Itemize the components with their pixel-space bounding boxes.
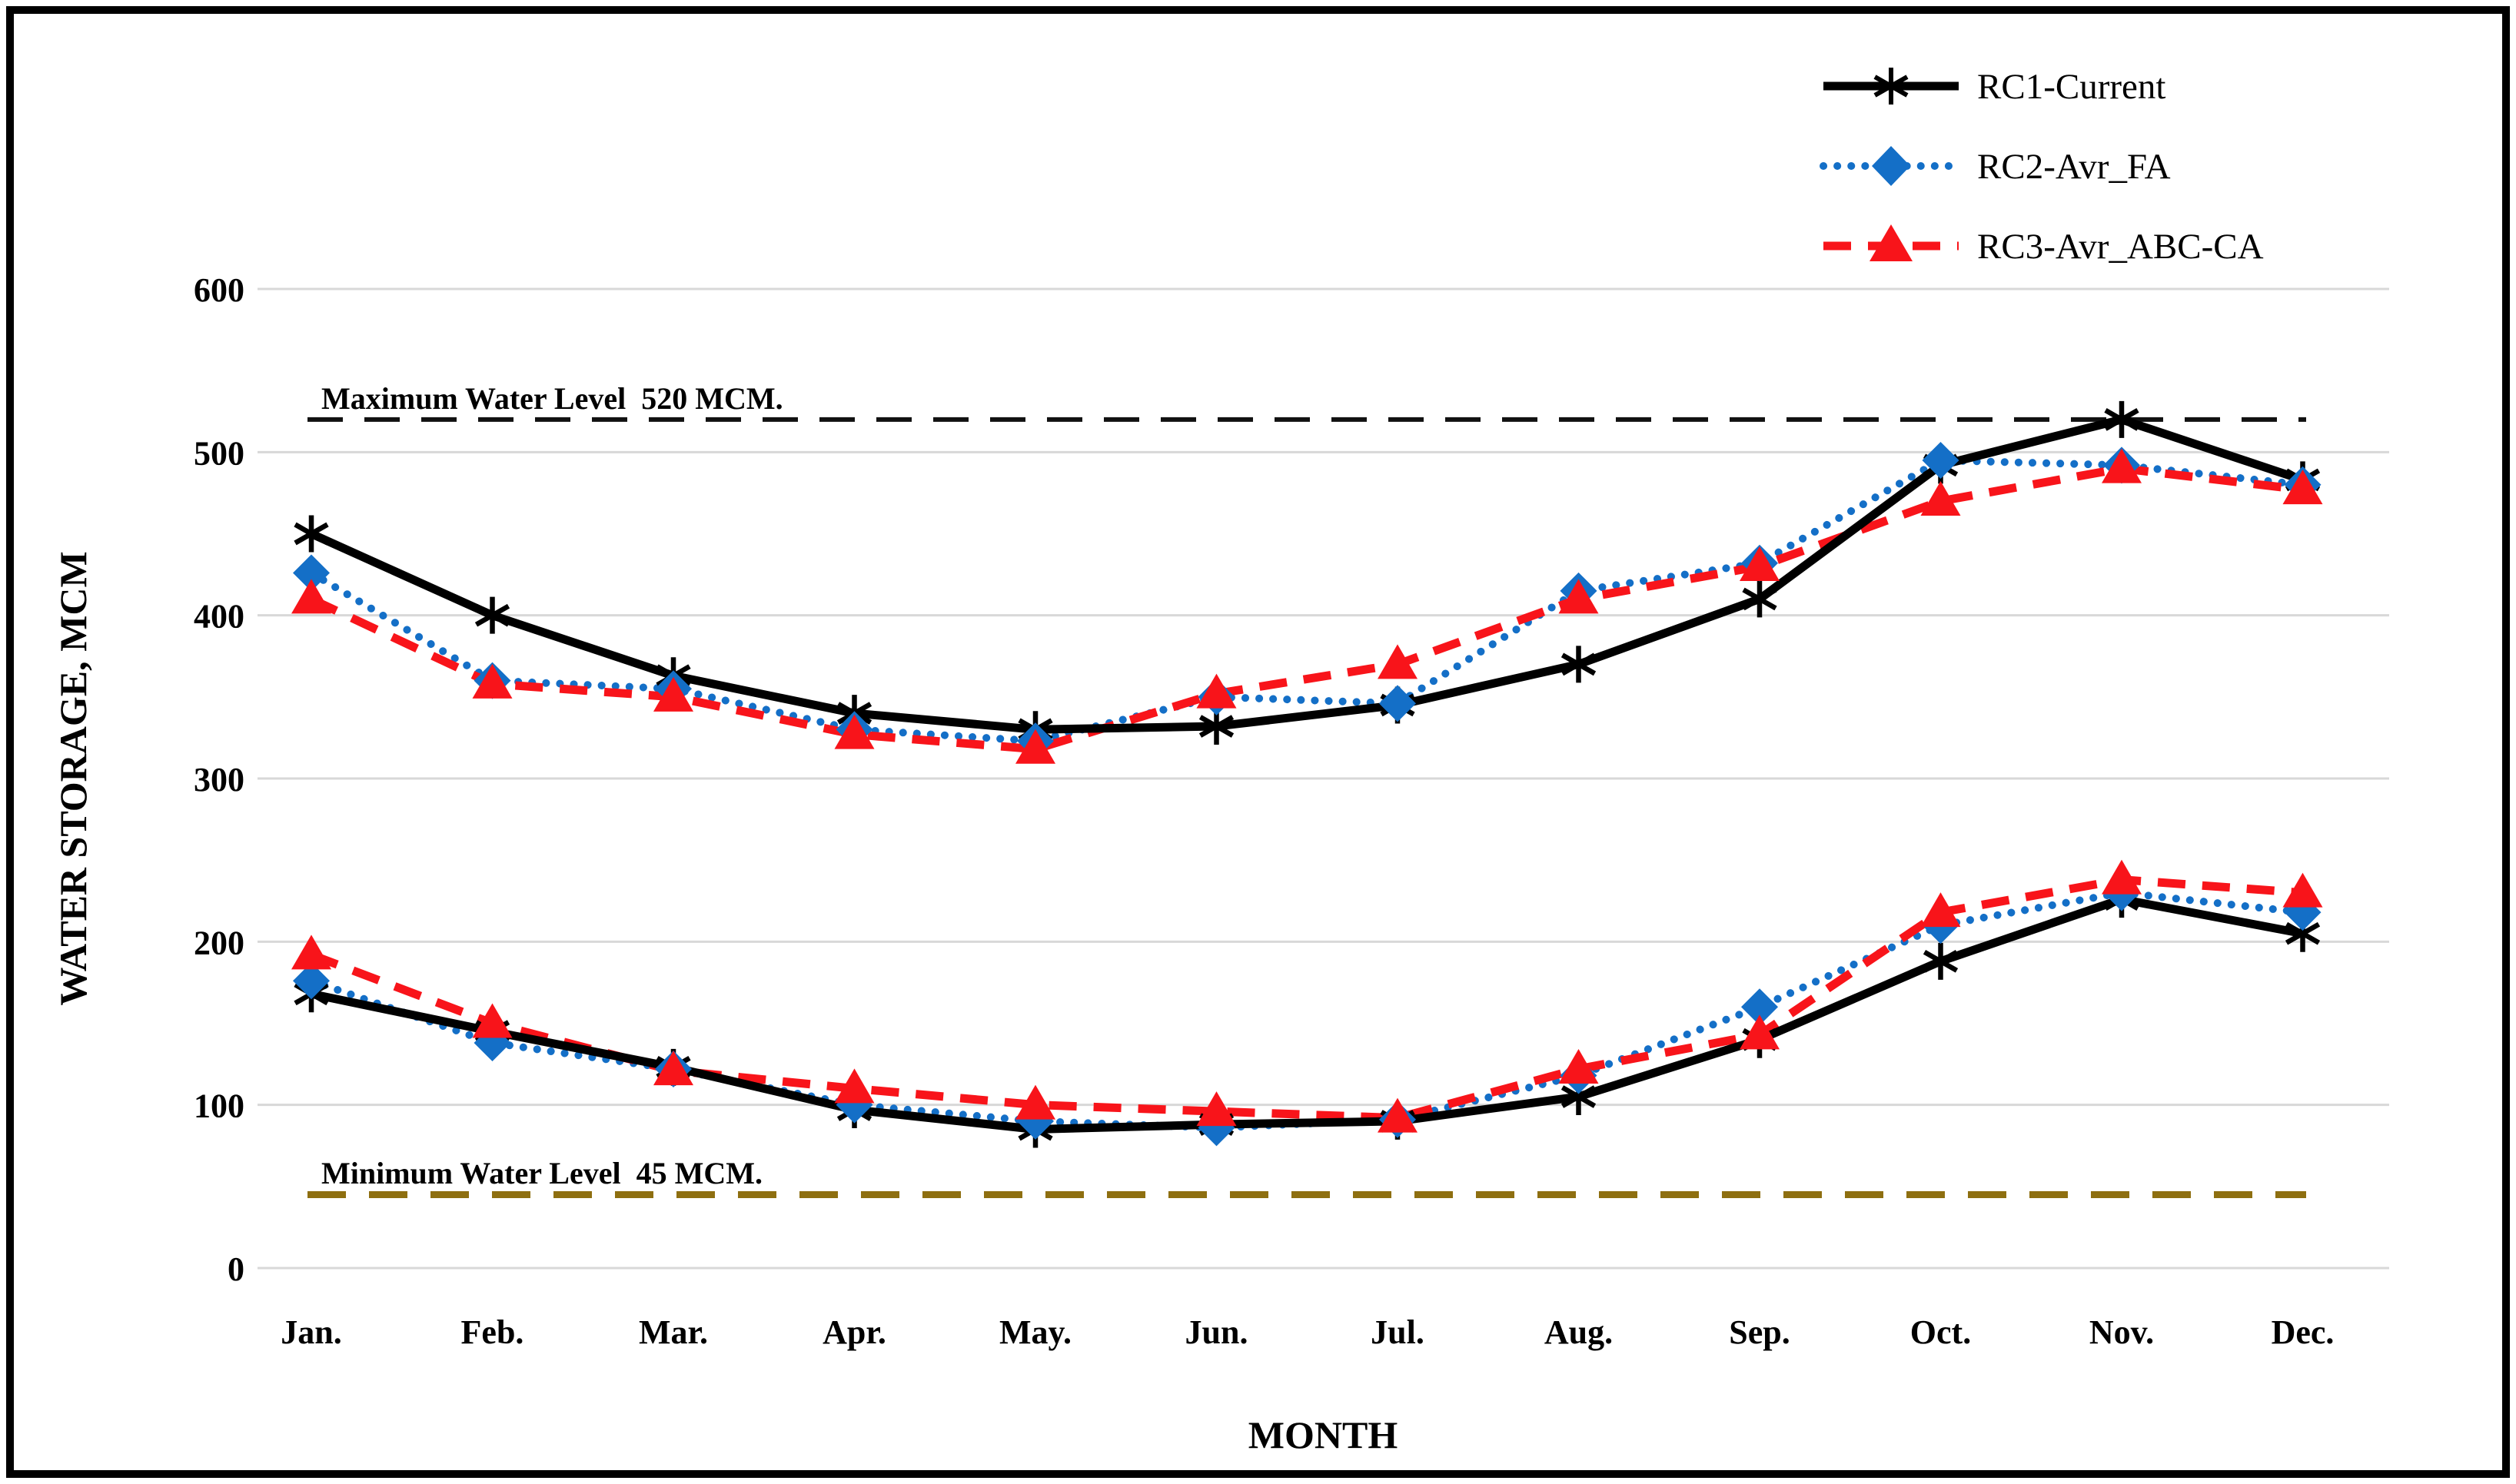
marker-rc3-upper-sep: [1740, 546, 1780, 581]
x-axis-tick-labels: Jan. Feb. Mar. Apr. May. Jun. Jul. Aug. Sep. Oct.…: [281, 1313, 2334, 1351]
x-tick-feb: Feb.: [461, 1313, 524, 1351]
marker-rc1-upper-feb: [474, 596, 510, 634]
marker-rc3-upper-may: [1015, 729, 1055, 764]
legend: RC1-Current RC2-Avr_FA RC3-Avr_ABC-CA: [1820, 67, 2264, 267]
y-tick-400: 400: [194, 598, 244, 636]
marker-rc3-lower-feb: [472, 1003, 513, 1038]
marker-rc3-lower-nov: [2102, 859, 2142, 895]
legend-label-rc1: RC1-Current: [1977, 67, 2165, 107]
x-tick-dec: Dec.: [2272, 1313, 2335, 1351]
y-tick-600: 600: [194, 271, 244, 309]
x-tick-nov: Nov.: [2089, 1313, 2154, 1351]
y-axis-tick-labels: 0 100 200 300 400 500 600: [194, 271, 244, 1288]
series-line-rc1-upper: [309, 415, 2305, 734]
legend-label-rc3: RC3-Avr_ABC-CA: [1977, 227, 2264, 267]
asterisk-marker-icon: [1873, 68, 1909, 105]
legend-item-rc3: RC3-Avr_ABC-CA: [1823, 224, 2264, 267]
series-line-rc2-lower: [307, 888, 2307, 1132]
marker-rc3-upper-oct: [1920, 481, 1961, 516]
gridlines: [258, 287, 2389, 1270]
diamond-marker-icon: [1872, 146, 1910, 186]
marker-rc3-lower-sep: [1740, 1014, 1780, 1050]
marker-rc3-lower-jun: [1196, 1091, 1237, 1127]
marker-rc3-lower-jan: [291, 935, 331, 970]
y-axis-title: WATER STORAGE, MCM: [52, 551, 95, 1005]
x-tick-may: May.: [999, 1313, 1072, 1351]
marker-rc1-lower-oct: [1923, 942, 1959, 980]
marker-rc3-lower-apr: [834, 1068, 875, 1104]
legend-label-rc2: RC2-Avr_FA: [1977, 147, 2171, 187]
x-tick-jun: Jun.: [1185, 1313, 1248, 1351]
marker-rc3-upper-nov: [2102, 448, 2142, 483]
marker-rc1-upper-sep: [1742, 580, 1777, 618]
min-water-level-annotation: Minimum Water Level 45 MCM.: [321, 1156, 763, 1190]
marker-rc3-lower-jul: [1378, 1097, 1418, 1133]
x-tick-jul: Jul.: [1371, 1313, 1424, 1351]
triangle-marker-icon: [1870, 224, 1913, 261]
series-line-rc2-upper: [307, 456, 2307, 745]
marker-rc2-upper-jul: [1379, 685, 1416, 722]
legend-item-rc2: RC2-Avr_FA: [1820, 146, 2171, 187]
y-tick-200: 200: [194, 924, 244, 961]
y-tick-300: 300: [194, 761, 244, 798]
marker-rc3-upper-aug: [1558, 579, 1599, 614]
series-line-rc3-upper: [309, 464, 2304, 754]
marker-rc3-lower-mar: [653, 1051, 693, 1086]
series-line-rc3-lower: [310, 875, 2303, 1123]
y-tick-500: 500: [194, 434, 244, 472]
x-tick-oct: Oct.: [1910, 1313, 1971, 1351]
marker-rc3-upper-jul: [1378, 644, 1418, 679]
marker-rc1-upper-aug: [1560, 646, 1597, 683]
max-water-level-annotation: Maximum Water Level 520 MCM.: [321, 381, 783, 416]
chart-border: [6, 6, 2510, 1478]
marker-rc3-lower-dec: [2282, 872, 2323, 908]
legend-item-rc1: RC1-Current: [1823, 67, 2165, 107]
marker-rc3-upper-jan: [291, 579, 331, 614]
marker-rc2-upper-jan: [293, 554, 330, 592]
x-tick-sep: Sep.: [1729, 1313, 1790, 1351]
marker-rc3-lower-aug: [1558, 1048, 1599, 1084]
marker-rc3-upper-dec: [2282, 470, 2323, 505]
y-tick-100: 100: [194, 1087, 244, 1125]
marker-rc2-upper-oct: [1922, 441, 1959, 479]
x-tick-aug: Aug.: [1544, 1313, 1613, 1351]
x-tick-jan: Jan.: [281, 1313, 341, 1351]
marker-rc3-upper-feb: [472, 663, 513, 699]
reference-lines: [307, 417, 2306, 1198]
x-tick-mar: Mar.: [639, 1313, 708, 1351]
series-line-rc1-lower: [310, 895, 2304, 1134]
marker-rc2-lower-sep: [1741, 988, 1778, 1026]
y-tick-0: 0: [228, 1250, 244, 1288]
marker-rc1-upper-jan: [294, 515, 329, 553]
marker-rc3-lower-may: [1015, 1084, 1055, 1120]
marker-rc3-upper-mar: [653, 676, 693, 712]
marker-rc3-upper-apr: [834, 714, 875, 749]
marker-rc3-upper-jun: [1196, 673, 1237, 709]
x-axis-title: MONTH: [1248, 1413, 1398, 1456]
series-plot: [291, 400, 2323, 1148]
marker-rc2-lower-jan: [293, 962, 330, 1000]
marker-rc1-upper-nov: [2104, 400, 2139, 438]
x-tick-apr: Apr.: [823, 1313, 886, 1351]
marker-rc3-lower-oct: [1920, 892, 1961, 928]
